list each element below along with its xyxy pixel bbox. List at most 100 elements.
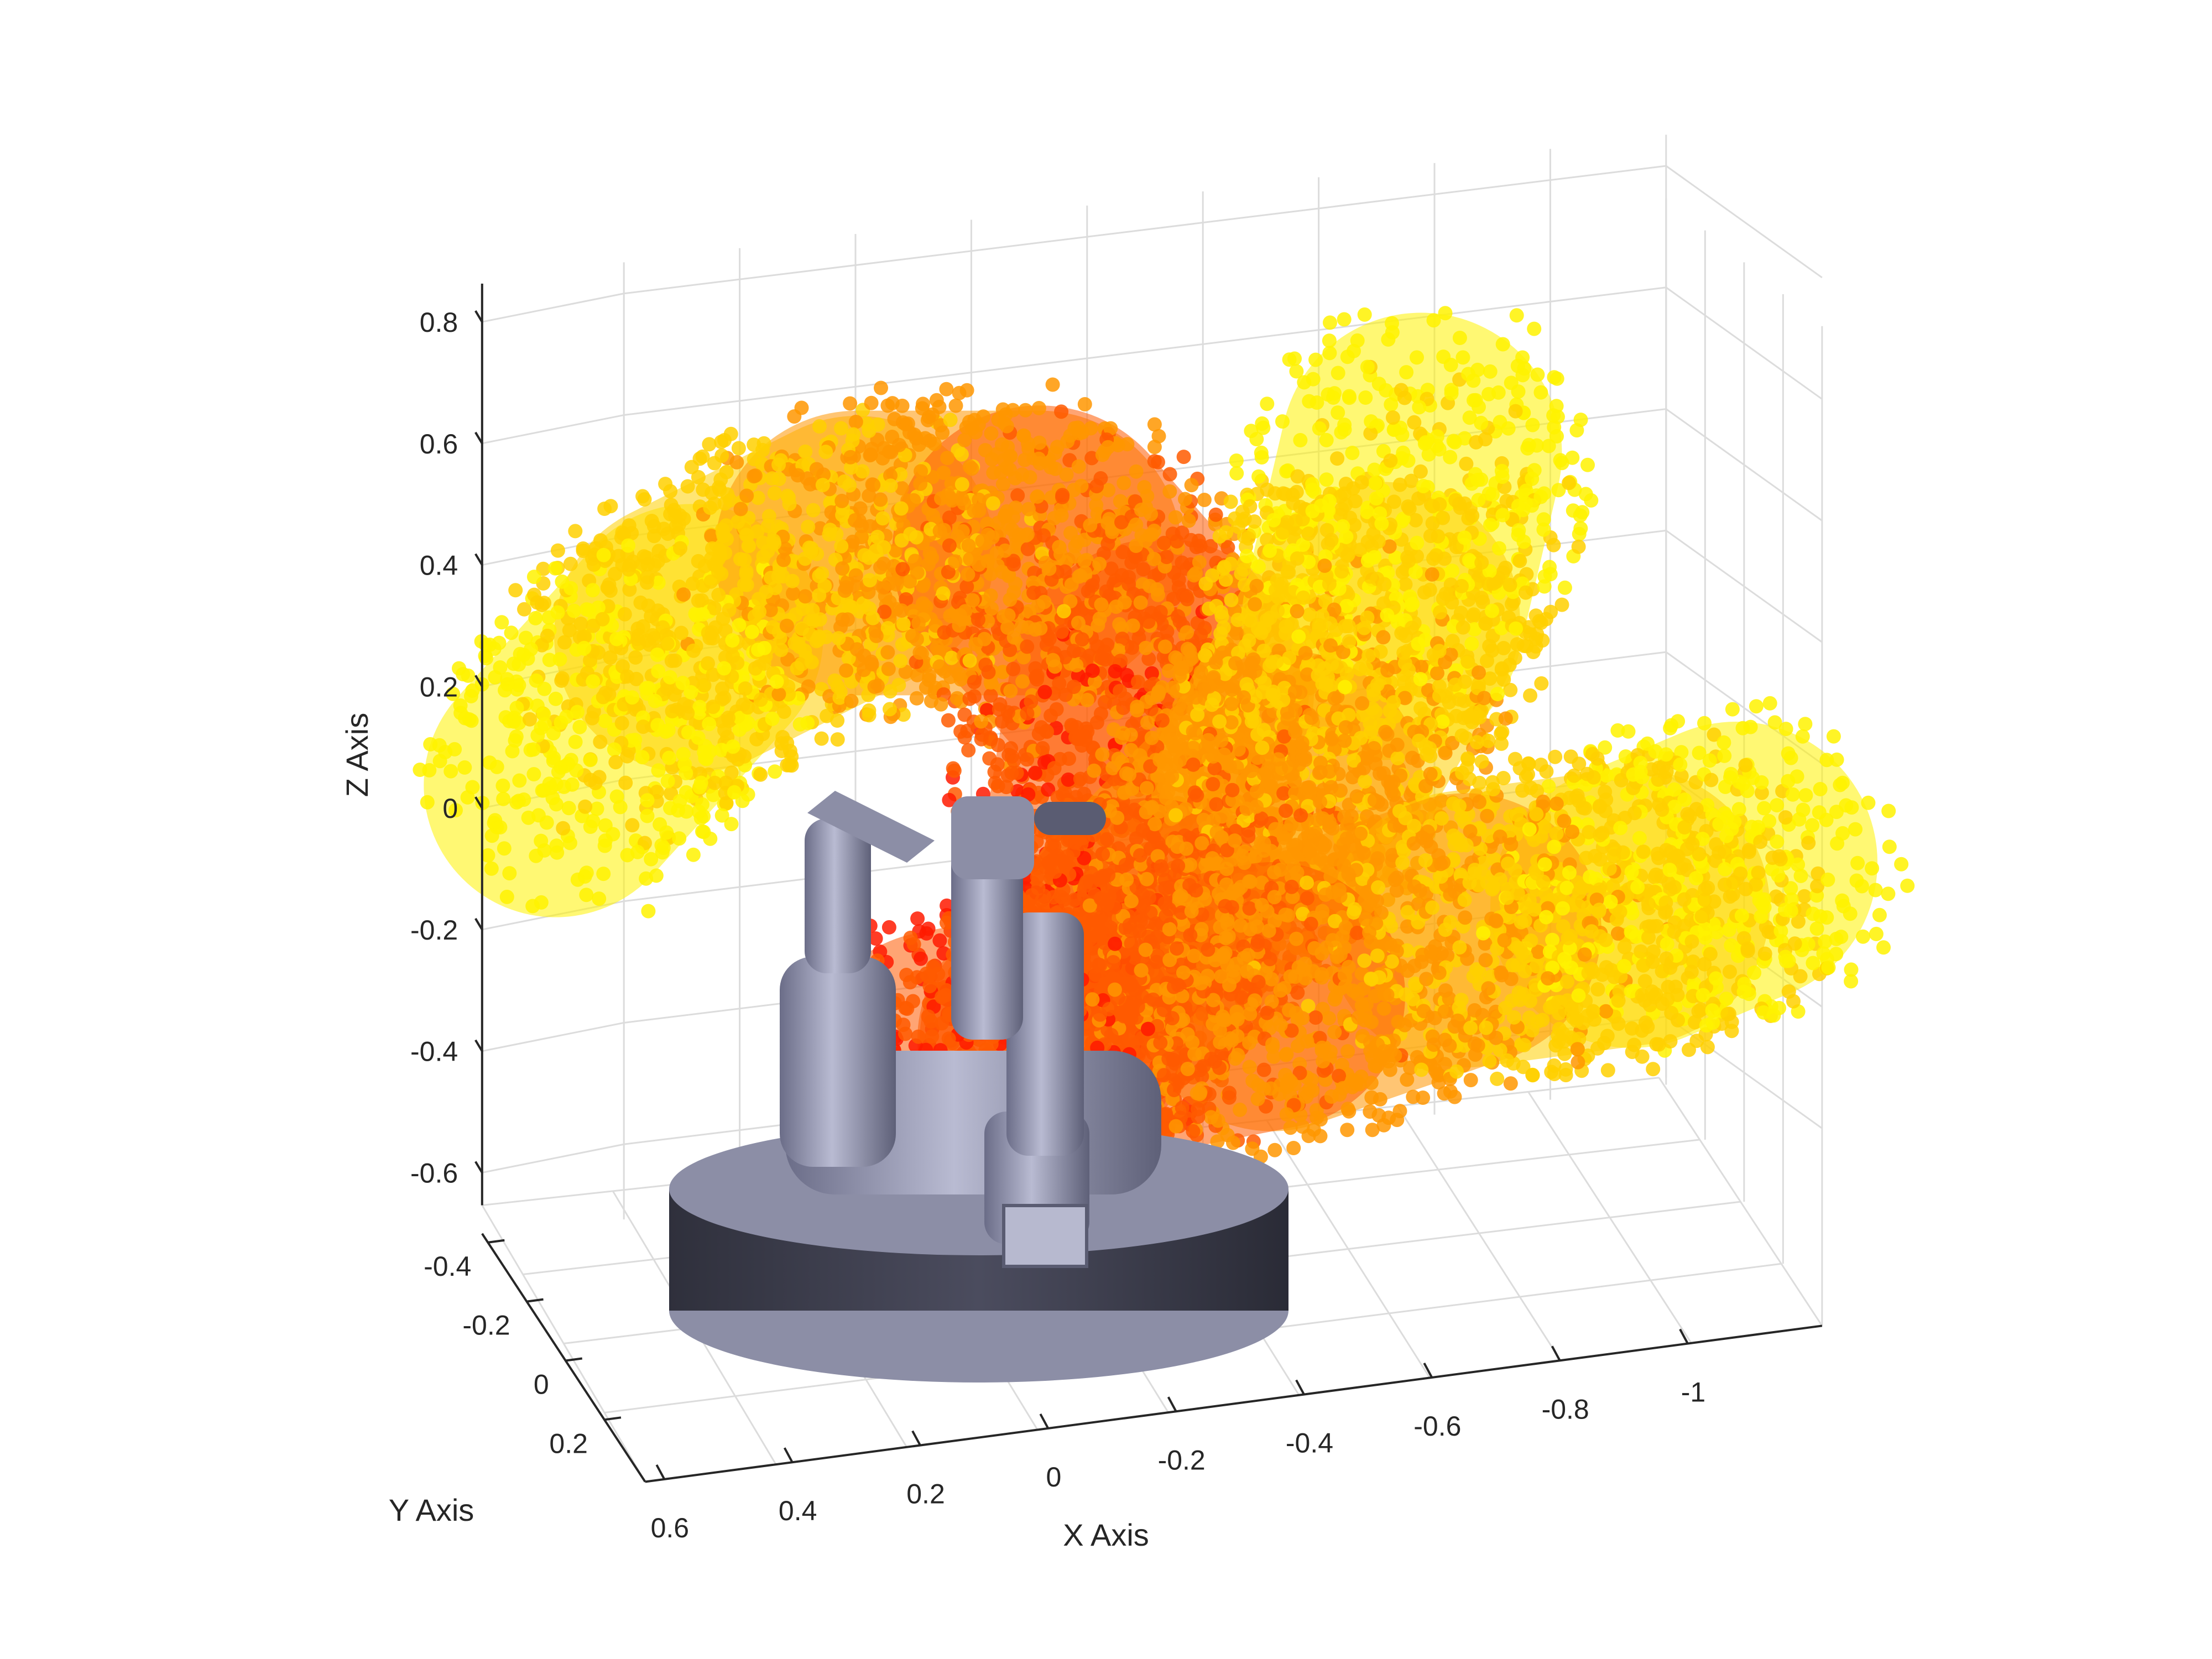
data-point xyxy=(546,726,561,740)
data-point xyxy=(1047,761,1062,776)
data-point xyxy=(1425,516,1440,531)
data-point xyxy=(637,492,652,507)
data-point xyxy=(1442,695,1457,709)
data-point xyxy=(702,717,717,732)
data-point xyxy=(769,674,784,689)
data-point xyxy=(972,492,987,507)
data-point xyxy=(1508,404,1523,419)
data-point xyxy=(757,640,772,655)
data-point xyxy=(932,659,947,674)
data-point xyxy=(458,711,472,726)
data-point xyxy=(686,643,701,658)
data-point xyxy=(880,398,895,413)
data-point xyxy=(999,780,1014,795)
data-point xyxy=(1052,676,1067,691)
data-point xyxy=(1077,397,1092,411)
data-point xyxy=(1275,414,1290,429)
data-point xyxy=(771,569,786,584)
data-point xyxy=(1396,645,1411,660)
data-point xyxy=(592,891,607,906)
data-point xyxy=(1345,446,1360,460)
data-point xyxy=(1261,771,1276,786)
data-point xyxy=(1117,785,1132,800)
data-point xyxy=(697,678,712,693)
data-point xyxy=(1229,466,1244,481)
data-point xyxy=(1229,626,1244,640)
data-point xyxy=(1130,703,1144,718)
data-point xyxy=(526,570,541,585)
data-point xyxy=(1452,331,1467,345)
data-point xyxy=(1003,684,1018,698)
data-point xyxy=(867,679,882,694)
data-point xyxy=(640,808,655,823)
data-point xyxy=(732,618,747,633)
data-point xyxy=(1224,697,1239,711)
data-point xyxy=(686,847,701,862)
data-point xyxy=(1254,445,1269,460)
data-point xyxy=(596,690,611,705)
data-point xyxy=(1095,747,1110,762)
data-point xyxy=(801,679,816,694)
data-point xyxy=(1063,525,1078,540)
data-point xyxy=(1075,425,1090,440)
data-point xyxy=(1020,527,1035,542)
data-point xyxy=(753,767,768,782)
data-point xyxy=(767,486,782,500)
data-point xyxy=(974,714,989,729)
data-point xyxy=(1231,519,1246,534)
data-point xyxy=(677,757,692,772)
data-point xyxy=(1342,389,1357,404)
data-point xyxy=(753,692,768,707)
data-point xyxy=(959,579,974,594)
data-point xyxy=(673,541,687,556)
data-point xyxy=(453,698,468,713)
data-point xyxy=(1337,312,1352,327)
data-point xyxy=(586,583,600,598)
data-point xyxy=(1573,413,1588,427)
data-point xyxy=(659,825,674,840)
data-point xyxy=(586,618,601,633)
data-point xyxy=(1230,613,1245,627)
data-point xyxy=(1119,667,1134,682)
data-point xyxy=(782,758,797,773)
data-point xyxy=(1376,630,1391,645)
data-point xyxy=(1322,346,1337,361)
data-point xyxy=(632,636,646,651)
data-point xyxy=(1483,518,1498,533)
data-point xyxy=(518,630,533,645)
data-point xyxy=(1141,651,1156,666)
data-point xyxy=(608,755,623,770)
data-point xyxy=(1543,604,1558,619)
data-point xyxy=(506,712,521,727)
data-point xyxy=(1180,592,1194,607)
data-point xyxy=(622,582,637,597)
data-point xyxy=(1331,366,1345,380)
data-point xyxy=(1020,541,1035,556)
data-point xyxy=(662,670,677,685)
data-point xyxy=(698,739,713,754)
data-point xyxy=(1119,766,1134,781)
data-point xyxy=(1302,780,1317,795)
data-point xyxy=(1087,763,1102,778)
data-point xyxy=(1319,432,1334,447)
data-point xyxy=(717,661,732,676)
data-point xyxy=(1423,529,1438,544)
data-point xyxy=(1425,567,1439,582)
data-point xyxy=(1530,367,1545,382)
data-point xyxy=(785,573,800,588)
data-point xyxy=(572,719,587,734)
data-point xyxy=(1035,741,1050,755)
data-point xyxy=(1445,564,1460,578)
data-point xyxy=(1206,777,1220,791)
data-point xyxy=(456,667,471,682)
data-point xyxy=(1095,847,1110,862)
data-point xyxy=(1208,507,1223,522)
data-point xyxy=(1550,371,1564,386)
data-point xyxy=(942,510,957,525)
data-point xyxy=(691,469,706,484)
data-point xyxy=(831,631,846,646)
data-point xyxy=(1392,477,1407,492)
data-point xyxy=(1330,659,1345,674)
data-point xyxy=(614,716,629,731)
data-point xyxy=(994,437,1009,452)
